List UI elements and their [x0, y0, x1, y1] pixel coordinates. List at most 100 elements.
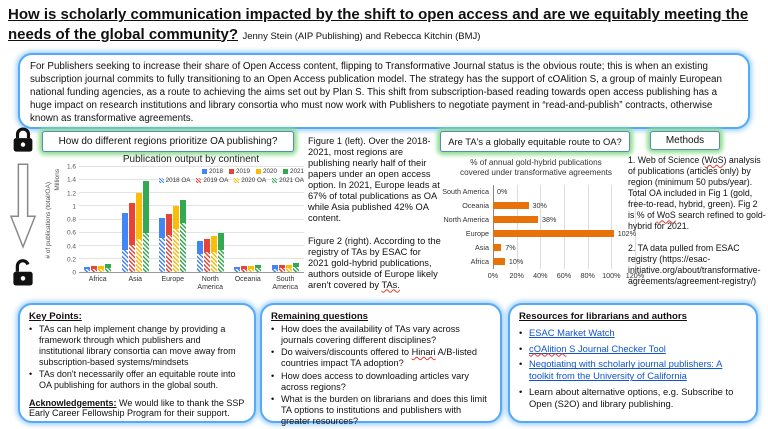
fig2-category-label: North America: [443, 214, 489, 224]
fig1-bar: [84, 266, 91, 272]
fig1-bar-oa-segment: [217, 250, 224, 272]
legend-swatch-icon: [282, 169, 288, 174]
legend-row: 2018 2019 2020 2021: [159, 168, 304, 175]
fig1-bar-oa-segment: [196, 254, 203, 272]
bullet-icon: •: [519, 358, 523, 370]
bullet-text: Do waivers/discounts offered to Hinari A…: [281, 347, 491, 369]
fig1-bar-oa-segment: [271, 268, 278, 272]
legend-item: 2021 OA: [272, 177, 304, 184]
text-segment: Negotiating with scholarly journal publi…: [529, 358, 723, 382]
bullet-text: TAs can help implement change by providi…: [39, 324, 245, 368]
fig1-bar: [203, 238, 210, 272]
fig1-bar-oa-segment: [173, 229, 180, 272]
gridline: [493, 184, 494, 269]
bar-group-oceania: [229, 167, 267, 272]
y-tick-label: 1.2: [66, 190, 76, 197]
y-tick-label: 0: [72, 269, 76, 277]
methods-paragraph-2: 2. TA data pulled from ESAC registry (ht…: [628, 243, 766, 287]
y-tick-label: 0.4: [66, 243, 76, 250]
legend-item: 2020: [255, 168, 277, 175]
resource-link[interactable]: Negotiating with scholarly journal publi…: [529, 358, 747, 382]
bullet-icon: •: [29, 368, 33, 379]
section-header-methods-label: Methods: [665, 135, 705, 146]
y-tick-label: 0.8: [66, 216, 76, 224]
bar-group-south-america: [267, 167, 305, 272]
list-item: • Learn about alternative options, e.g. S…: [519, 386, 747, 410]
fig2-category-label: Asia: [475, 242, 489, 252]
gridline: [79, 179, 304, 181]
fig1-bar: [210, 235, 217, 272]
fig1-bar: [173, 205, 180, 272]
intro-box: For Publishers seeking to increase their…: [18, 53, 750, 129]
fig1-bar-oa-segment: [121, 249, 128, 272]
bullet-icon: •: [271, 370, 275, 381]
gridline: [611, 184, 613, 269]
text-segment: TAs.: [381, 279, 400, 290]
legend-label: 2020: [262, 168, 277, 175]
fig1-bar: [142, 180, 149, 272]
bar-group-asia: [117, 167, 155, 272]
fig2-bar: [493, 257, 505, 265]
y-tick-label: 1: [72, 203, 76, 211]
fig1-y-axis-units-wrap: Millions: [53, 167, 62, 273]
bullet-icon: •: [519, 385, 523, 397]
x-tick-label: 40%: [533, 270, 548, 280]
fig1-bar: [166, 213, 173, 272]
down-arrow-icon: [10, 163, 36, 249]
fig2-bar-value-label: 7%: [505, 242, 516, 252]
fig1-bar-oa-segment: [203, 252, 210, 272]
text-segment: What is the burden on librarians and doe…: [281, 394, 487, 427]
text-segment: TAs don't necessarily offer an equitable…: [39, 368, 236, 390]
y-tick-label: 1.6: [66, 163, 76, 171]
x-tick-label: 120%: [625, 270, 645, 280]
fig1-bar: [285, 264, 292, 272]
legend-swatch-icon: [272, 178, 278, 183]
fig1-bar: [91, 266, 98, 272]
fig1-bar: [234, 266, 241, 272]
text-segment: WoS: [704, 155, 724, 165]
key-points-list: • TAs can help implement change by provid…: [29, 324, 245, 391]
y-tick-label: 0.6: [66, 229, 76, 237]
legend-swatch-icon: [234, 178, 240, 183]
fig2-category-label: Oceania: [462, 200, 489, 210]
fig1-y-axis-label-wrap: # of publications (total/OA): [44, 167, 53, 273]
fig2-bar-value-label: 10%: [508, 256, 524, 266]
bullet-icon: •: [271, 394, 275, 405]
fig1-bar-oa-segment: [166, 234, 173, 272]
fig1-bar: [196, 241, 203, 272]
fig1-bar-oa-segment: [278, 268, 285, 272]
bullet-icon: •: [271, 347, 275, 358]
list-item: • Negotiating with scholarly journal publ…: [519, 358, 747, 382]
gridline: [79, 166, 304, 167]
resources-box: Resources for librarians and authors • ES…: [508, 303, 758, 423]
x-tick-label: 0%: [487, 270, 499, 280]
legend-item: 2018: [201, 168, 223, 175]
fig1-bar: [271, 265, 278, 272]
x-tick-label: 20%: [509, 270, 524, 280]
resource-link[interactable]: ESAC Market Watch: [529, 327, 747, 339]
gridline: [79, 244, 304, 246]
ack-text: We would like to thank the SSP Early Car…: [29, 397, 245, 419]
key-points-heading: Key Points:: [29, 311, 82, 322]
section-header-fig1-label: How do different regions prioritize OA p…: [58, 136, 278, 147]
fig2-bar: [493, 215, 538, 223]
key-points-box: Key Points: • TAs can help implement chan…: [18, 303, 256, 423]
fig1-bar: [121, 212, 128, 272]
text-segment: S Journal Checker Tool: [566, 342, 666, 354]
page-title: How is scholarly communication impacted …: [8, 5, 762, 44]
poster-title: How is scholarly communication impacted …: [8, 6, 749, 43]
resource-link[interactable]: cOAlition S Journal Checker Tool: [529, 343, 747, 355]
fig2-title-line2: covered under transformative agreements: [459, 168, 612, 178]
list-item: • How does the availability of TAs vary a…: [271, 324, 491, 346]
fig2-bar: [493, 201, 529, 209]
remaining-questions-box: Remaining questions • How does the availa…: [260, 303, 502, 426]
fig1-bar: [105, 264, 112, 272]
gridline: [79, 218, 304, 220]
x-category-label: Oceania: [234, 276, 261, 283]
legend-item: 2021: [282, 168, 304, 175]
section-header-methods: Methods: [650, 131, 720, 150]
fig1-bar: [248, 266, 255, 272]
text-segment: Figure 1 (left). Over the 2018-2021, mos…: [308, 136, 440, 223]
remaining-questions-list: • How does the availability of TAs vary a…: [271, 324, 491, 428]
section-header-fig1: How do different regions prioritize OA p…: [42, 131, 294, 152]
